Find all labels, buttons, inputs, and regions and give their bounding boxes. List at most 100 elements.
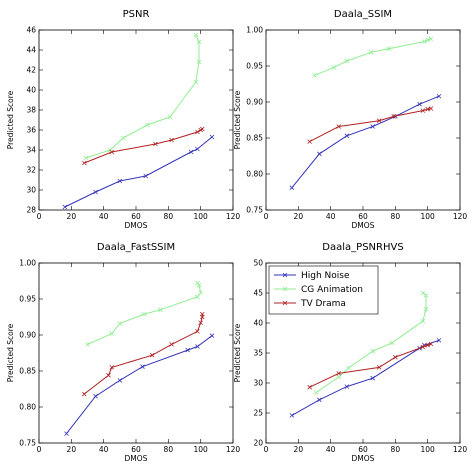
chart-panel-2: Daala_FastSSIM 0 20 40 60 80 100 120 0.75 0.80 0.8… — [6, 242, 240, 463]
data-point-marker — [389, 340, 395, 346]
data-point-marker — [198, 290, 203, 295]
legend-label: High Noise — [301, 271, 350, 281]
data-point-marker — [193, 79, 199, 85]
data-point-marker — [198, 320, 203, 326]
y-tick-label: 42 — [26, 66, 36, 75]
x-tick-label: 40 — [99, 445, 109, 454]
data-point-marker — [331, 65, 337, 70]
data-point-marker — [386, 46, 392, 52]
data-point-marker — [436, 338, 442, 343]
series-line-2 — [83, 314, 203, 395]
legend: High Noise CG Animation TV Drama — [268, 265, 379, 315]
series-line-0 — [291, 95, 440, 189]
y-tick-label: 20 — [253, 439, 263, 448]
legend-label: CG Animation — [301, 285, 363, 295]
series-line-0 — [291, 339, 440, 416]
data-point-marker — [120, 135, 126, 141]
data-point-marker — [393, 354, 398, 360]
data-point-marker — [109, 365, 115, 370]
data-point-marker — [193, 32, 199, 38]
y-tick-label: 50 — [253, 259, 263, 268]
series-line-2 — [309, 343, 432, 388]
data-point-marker — [85, 342, 90, 347]
x-tick-label: 0 — [264, 445, 269, 454]
data-point-marker — [195, 344, 200, 349]
y-tick-label: 45 — [253, 289, 263, 298]
x-tick-label: 80 — [391, 445, 401, 454]
data-point-marker — [167, 114, 173, 120]
data-point-marker — [109, 149, 115, 155]
data-point-marker — [209, 134, 215, 140]
data-point-marker — [157, 307, 163, 313]
y-tick-label: 0.80 — [19, 403, 36, 412]
x-tick-label: 60 — [131, 212, 141, 221]
data-point-marker — [195, 146, 200, 152]
legend-box — [268, 265, 379, 315]
x-tick-label: 40 — [326, 445, 336, 454]
data-point-marker — [153, 141, 158, 147]
y-tick-label: 35 — [253, 349, 263, 358]
data-point-marker — [117, 321, 123, 326]
x-axis-label: DMOS — [125, 454, 148, 463]
data-point-marker — [344, 58, 350, 64]
x-tick-label: 100 — [194, 445, 209, 454]
data-point-marker — [420, 344, 426, 350]
x-tick-label: 20 — [294, 212, 304, 221]
data-point-marker — [143, 173, 148, 179]
x-tick-label: 40 — [99, 212, 109, 221]
x-tick-label: 0 — [37, 212, 42, 221]
axes-frame — [38, 262, 234, 444]
chart-panel-0: PSNR 0 20 40 60 80 100 120 28 30 32 34 36 38 40 42 44 46 D… — [6, 9, 240, 230]
x-tick-label: 40 — [326, 212, 336, 221]
y-axis-label: Predicted Score — [233, 90, 242, 149]
y-tick-label: 0.75 — [246, 206, 263, 215]
data-point-marker — [317, 151, 322, 157]
data-point-marker — [289, 185, 295, 190]
y-tick-label: 0.85 — [246, 134, 263, 143]
y-tick-label: 40 — [253, 319, 263, 328]
y-tick-label: 32 — [26, 166, 36, 175]
axes-frame — [265, 262, 461, 444]
x-tick-label: 80 — [164, 212, 174, 221]
data-point-marker — [117, 178, 123, 184]
data-point-marker — [336, 371, 342, 376]
data-point-marker — [141, 311, 147, 317]
data-point-marker — [195, 329, 200, 334]
series-line-2 — [309, 108, 432, 143]
y-tick-label: 25 — [253, 409, 263, 418]
chart-title: Daala_SSIM — [334, 9, 392, 20]
data-point-marker — [428, 36, 434, 41]
data-point-marker — [209, 333, 215, 339]
data-point-marker — [376, 365, 382, 370]
data-point-marker — [169, 137, 174, 143]
data-point-marker — [336, 124, 342, 129]
data-point-marker — [420, 318, 426, 324]
data-point-marker — [370, 375, 375, 381]
data-point-marker — [423, 306, 429, 312]
y-axis-label: Predicted Score — [233, 323, 242, 382]
x-axis-label: DMOS — [352, 221, 375, 230]
data-point-marker — [93, 393, 98, 399]
data-point-marker — [117, 378, 123, 383]
x-tick-label: 20 — [67, 212, 77, 221]
data-point-marker — [313, 390, 319, 395]
x-tick-label: 0 — [264, 212, 269, 221]
chart-title: Daala_PSNRHVS — [322, 242, 403, 253]
y-tick-label: 0.95 — [246, 62, 263, 71]
data-point-marker — [106, 373, 111, 378]
data-point-marker — [420, 290, 426, 296]
legend-marker — [282, 272, 288, 278]
legend-marker — [282, 300, 288, 306]
data-point-marker — [368, 50, 374, 55]
data-point-marker — [420, 108, 426, 113]
y-tick-label: 28 — [26, 206, 36, 215]
data-point-marker — [195, 129, 200, 135]
x-tick-label: 80 — [164, 445, 174, 454]
data-point-marker — [200, 311, 205, 317]
data-point-marker — [109, 331, 115, 336]
data-point-marker — [64, 431, 69, 436]
series-line-0 — [66, 335, 213, 434]
y-tick-label: 38 — [26, 106, 36, 115]
x-tick-label: 20 — [294, 445, 304, 454]
